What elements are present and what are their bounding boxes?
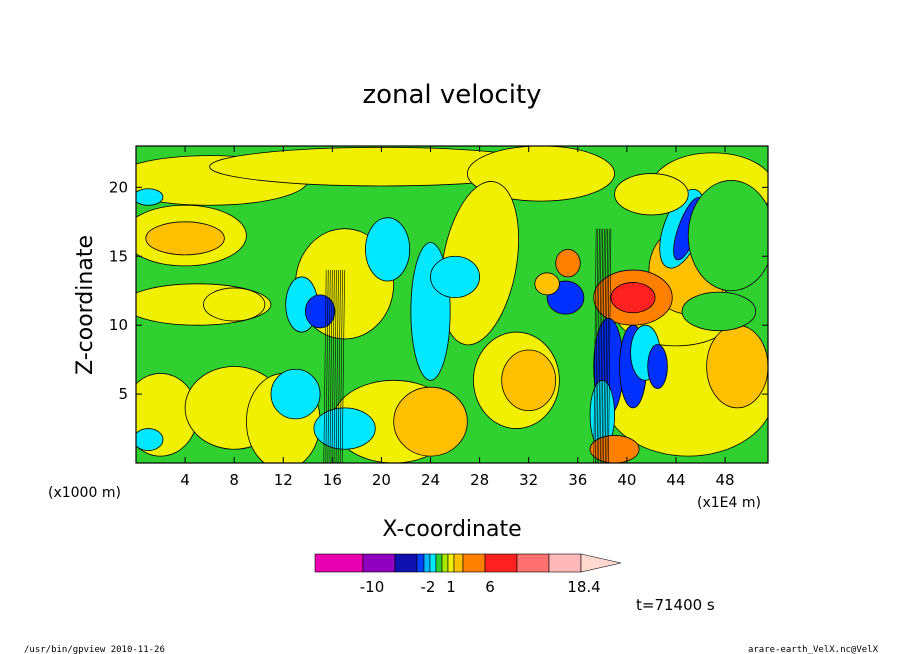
colorbar-label: -10 bbox=[360, 578, 385, 596]
colorbar-swatch bbox=[548, 553, 582, 573]
turbulent-zone bbox=[329, 270, 333, 463]
colorbar-swatch bbox=[394, 553, 418, 573]
chart-title: zonal velocity bbox=[362, 80, 541, 110]
colorbar-arrow bbox=[580, 553, 622, 573]
colorbar-label: 18.4 bbox=[567, 578, 600, 596]
contour-region bbox=[136, 428, 164, 451]
contour-region bbox=[501, 349, 557, 412]
x-tick-label: 8 bbox=[229, 471, 239, 489]
colorbar-swatch bbox=[314, 553, 364, 573]
colorbar-swatch bbox=[423, 553, 431, 573]
contour-region bbox=[687, 180, 768, 292]
x-unit-left: (x1000 m) bbox=[48, 485, 121, 501]
colorbar-swatch bbox=[484, 553, 518, 573]
turbulent-zone bbox=[598, 228, 602, 463]
footer-right: arare-earth_VelX.nc@VelX bbox=[748, 645, 879, 654]
colorbar: -10 -2 1 6 18.4 bbox=[314, 553, 622, 596]
x-tick-label: 20 bbox=[372, 471, 391, 489]
turbulent-zone bbox=[601, 228, 605, 463]
contour-region bbox=[440, 181, 520, 346]
plot-frame bbox=[135, 145, 769, 464]
contour-region bbox=[614, 173, 689, 216]
contour-region bbox=[365, 217, 411, 282]
contour-region bbox=[313, 407, 376, 450]
colorbar-swatch bbox=[435, 553, 443, 573]
turbulent-zone bbox=[323, 270, 327, 463]
x-unit-right: (x1E4 m) bbox=[697, 495, 761, 511]
colorbar-swatch bbox=[441, 553, 449, 573]
colorbar-swatch bbox=[362, 553, 396, 573]
contour-region bbox=[270, 368, 321, 420]
turbulent-zone bbox=[339, 270, 343, 463]
contour-region bbox=[555, 248, 581, 278]
x-tick-label: 48 bbox=[716, 471, 735, 489]
contour-region bbox=[706, 324, 768, 409]
contour-region bbox=[304, 294, 336, 329]
y-tick-label: 10 bbox=[109, 316, 128, 334]
x-tick-label: 24 bbox=[421, 471, 440, 489]
contour-region bbox=[393, 386, 468, 457]
colorbar-label: -2 bbox=[421, 578, 436, 596]
x-tick-label: 28 bbox=[470, 471, 489, 489]
colorbar-label: 6 bbox=[485, 578, 495, 596]
turbulent-zone bbox=[604, 228, 608, 463]
turbulent-zone bbox=[599, 228, 604, 463]
colorbar-swatch bbox=[429, 553, 437, 573]
contour-region bbox=[145, 221, 225, 256]
contour-region bbox=[681, 291, 757, 332]
x-tick-label: 44 bbox=[666, 471, 685, 489]
colorbar-swatch bbox=[516, 553, 550, 573]
turbulent-zone bbox=[595, 228, 599, 463]
footer-left: /usr/bin/gpview 2010-11-26 bbox=[24, 645, 165, 654]
time-annotation: t=71400 s bbox=[636, 596, 715, 614]
x-axis-label: X-coordinate bbox=[382, 517, 521, 542]
contour-region bbox=[647, 344, 668, 389]
turbulent-zone bbox=[341, 270, 345, 463]
contour-field bbox=[136, 146, 768, 463]
turbulent-zone bbox=[327, 270, 331, 463]
colorbar-swatch bbox=[416, 553, 425, 573]
turbulent-zone bbox=[593, 228, 597, 463]
y-axis-label: Z-coordinate bbox=[73, 235, 98, 375]
contour-region bbox=[136, 188, 164, 206]
turbulent-zone bbox=[331, 270, 335, 463]
turbulent-zone bbox=[596, 228, 600, 463]
y-axis-ticks: 5 10 15 20 bbox=[109, 178, 768, 403]
turbulent-zone bbox=[606, 228, 610, 463]
turbulent-zone bbox=[608, 228, 612, 463]
contour-region bbox=[203, 287, 266, 322]
colorbar-swatch bbox=[462, 553, 486, 573]
contour-region bbox=[610, 282, 656, 314]
y-tick-label: 15 bbox=[109, 247, 128, 265]
x-tick-label: 4 bbox=[180, 471, 190, 489]
x-axis-ticks: 4 8 12 16 20 24 28 32 36 40 44 48 bbox=[180, 146, 735, 489]
colorbar-label: 1 bbox=[446, 578, 456, 596]
y-tick-label: 5 bbox=[118, 385, 128, 403]
turbulent-zone bbox=[333, 270, 337, 463]
colorbar-swatch bbox=[453, 553, 464, 573]
x-tick-label: 32 bbox=[519, 471, 538, 489]
x-tick-label: 36 bbox=[568, 471, 587, 489]
colorbar-swatch bbox=[447, 553, 455, 573]
y-tick-label: 20 bbox=[109, 178, 128, 196]
contour-region bbox=[430, 255, 481, 299]
turbulent-zone bbox=[603, 228, 607, 463]
turbulent-zone bbox=[325, 270, 329, 463]
turbulent-zone bbox=[335, 270, 339, 463]
turbulent-zone bbox=[337, 270, 341, 463]
x-tick-label: 16 bbox=[323, 471, 342, 489]
contour-region bbox=[534, 272, 560, 296]
x-tick-label: 12 bbox=[274, 471, 293, 489]
x-tick-label: 40 bbox=[617, 471, 636, 489]
